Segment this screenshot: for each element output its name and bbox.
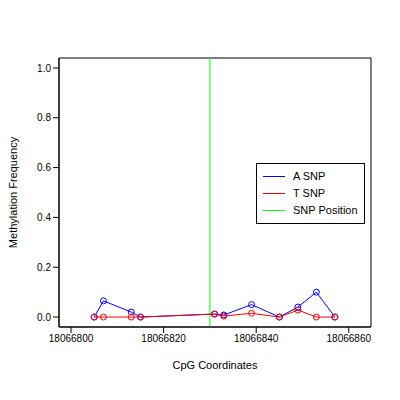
html-text:A SNP: A SNP (293, 170, 326, 182)
svg-text:0.4: 0.4 (37, 212, 51, 223)
svg-text:18066860: 18066860 (327, 333, 372, 344)
svg-text:0.2: 0.2 (37, 262, 51, 273)
svg-text:Methylation Frequency: Methylation Frequency (8, 136, 19, 248)
svg-text:0.0: 0.0 (37, 312, 51, 323)
svg-text:CpG Coordinates: CpG Coordinates (173, 359, 258, 371)
svg-text:18066800: 18066800 (49, 333, 94, 344)
svg-text:18066840: 18066840 (234, 333, 279, 344)
svg-text:1.0: 1.0 (37, 63, 51, 74)
html-text:SNP Position: SNP Position (293, 204, 358, 216)
html-text:T SNP: T SNP (293, 187, 326, 199)
svg-text:0.8: 0.8 (37, 112, 51, 123)
svg-text:0.6: 0.6 (37, 162, 51, 173)
svg-text:18066820: 18066820 (141, 333, 186, 344)
